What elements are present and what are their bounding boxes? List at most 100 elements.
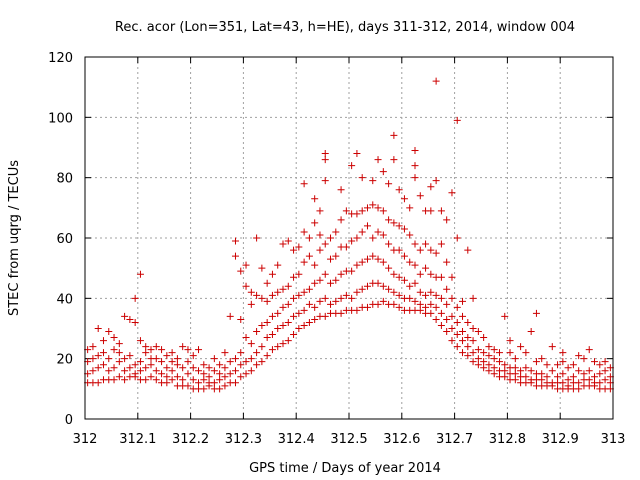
- data-point: [490, 364, 498, 372]
- data-point: [453, 116, 461, 124]
- data-point: [427, 246, 435, 254]
- data-point: [263, 318, 271, 326]
- data-point: [284, 300, 292, 308]
- data-point: [385, 264, 393, 272]
- data-point: [411, 240, 419, 248]
- data-point: [332, 297, 340, 305]
- data-point: [495, 358, 503, 366]
- x-tick-label: 312.2: [172, 432, 209, 447]
- data-point: [575, 385, 583, 393]
- data-point: [253, 361, 261, 369]
- data-point: [216, 370, 224, 378]
- data-point: [448, 294, 456, 302]
- data-point: [300, 180, 308, 188]
- data-point: [379, 231, 387, 239]
- x-tick-label: 312.7: [436, 432, 473, 447]
- data-point: [316, 276, 324, 284]
- data-point: [131, 294, 139, 302]
- data-point: [237, 373, 245, 381]
- data-point: [532, 358, 540, 366]
- data-point: [311, 303, 319, 311]
- data-point: [379, 168, 387, 176]
- data-point: [427, 288, 435, 296]
- data-point: [580, 355, 588, 363]
- data-point: [173, 355, 181, 363]
- data-point: [522, 364, 530, 372]
- data-point: [353, 306, 361, 314]
- data-point: [596, 361, 604, 369]
- data-point: [379, 282, 387, 290]
- data-point: [89, 367, 97, 375]
- data-point: [448, 273, 456, 281]
- data-point: [200, 385, 208, 393]
- data-point: [538, 370, 546, 378]
- data-point: [136, 337, 144, 345]
- y-tick-label: 100: [48, 111, 73, 126]
- data-point: [242, 261, 250, 269]
- data-point: [363, 222, 371, 230]
- data-point: [305, 285, 313, 293]
- data-point: [416, 300, 424, 308]
- data-point: [379, 258, 387, 266]
- data-point: [453, 234, 461, 242]
- data-point: [152, 343, 160, 351]
- data-point: [448, 189, 456, 197]
- data-point: [179, 364, 187, 372]
- data-point: [327, 279, 335, 287]
- data-point: [437, 240, 445, 248]
- data-point: [490, 355, 498, 363]
- data-point: [406, 258, 414, 266]
- data-point: [416, 288, 424, 296]
- data-point: [290, 294, 298, 302]
- data-point: [459, 349, 467, 357]
- data-point: [290, 246, 298, 254]
- data-point: [337, 216, 345, 224]
- data-point: [195, 367, 203, 375]
- data-point: [237, 267, 245, 275]
- y-axis-label: STEC from uqrg / TECUs: [7, 160, 22, 316]
- data-point: [564, 364, 572, 372]
- data-point: [274, 325, 282, 332]
- data-point: [411, 174, 419, 182]
- data-point: [385, 180, 393, 188]
- data-point: [390, 300, 398, 308]
- data-point: [305, 318, 313, 326]
- data-point: [559, 349, 567, 357]
- data-point: [105, 355, 113, 363]
- data-point: [527, 328, 535, 336]
- data-point: [353, 210, 361, 218]
- data-point: [258, 321, 266, 329]
- data-point: [437, 273, 445, 281]
- data-point: [268, 291, 276, 299]
- data-point: [110, 376, 118, 384]
- data-point: [453, 303, 461, 311]
- data-point: [316, 297, 324, 305]
- data-point: [422, 291, 430, 299]
- data-point: [94, 352, 102, 360]
- data-point: [279, 321, 287, 329]
- data-point: [432, 77, 440, 85]
- data-point: [327, 300, 335, 308]
- data-point: [321, 240, 329, 248]
- data-point: [564, 376, 572, 384]
- data-point: [453, 343, 461, 351]
- data-point: [321, 294, 329, 302]
- data-point: [210, 367, 218, 375]
- data-point: [474, 361, 482, 369]
- data-point: [395, 222, 403, 230]
- data-point: [374, 255, 382, 263]
- data-point: [337, 186, 345, 194]
- data-point: [247, 288, 255, 296]
- data-point: [195, 379, 203, 387]
- data-point: [353, 150, 361, 158]
- x-tick-label: 312.4: [278, 432, 315, 447]
- data-point: [110, 334, 118, 342]
- data-point: [216, 361, 224, 369]
- data-point: [369, 177, 377, 185]
- data-point: [163, 373, 171, 381]
- axis-ticks: 312 312.1 312.2 312.3 312.4 312.5 312.6 312.7 31…: [48, 51, 625, 447]
- data-point: [469, 349, 477, 357]
- data-point: [305, 234, 313, 242]
- data-point: [543, 373, 551, 381]
- data-point: [231, 379, 239, 387]
